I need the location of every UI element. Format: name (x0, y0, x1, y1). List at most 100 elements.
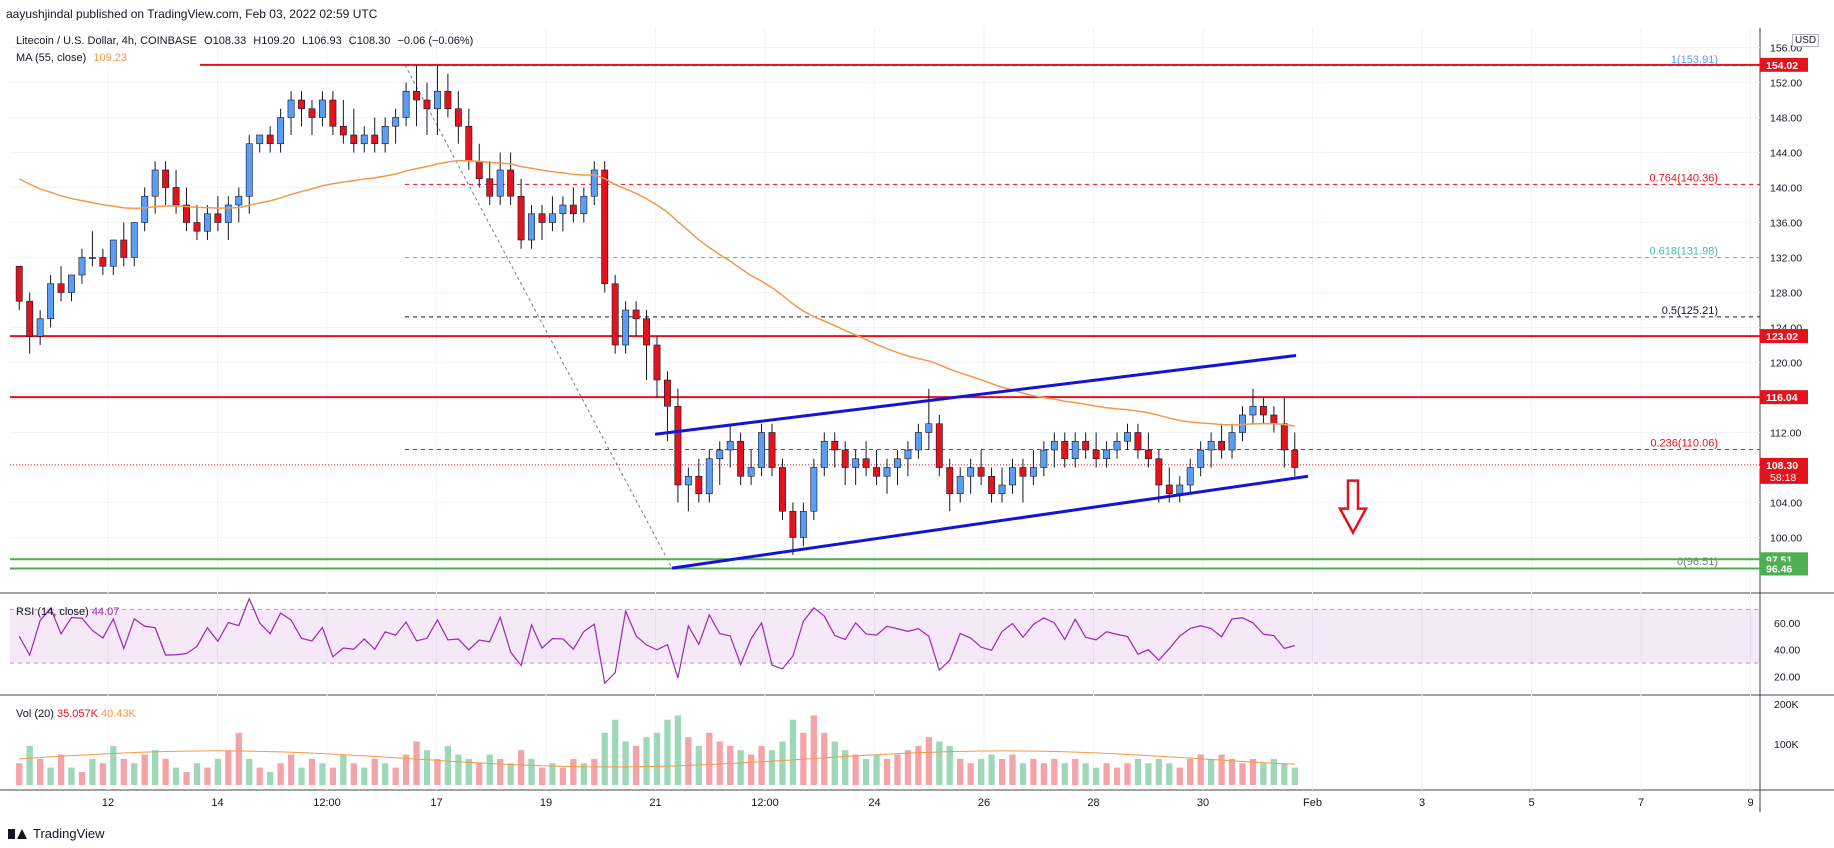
ohlc-high: H109.20 (253, 35, 295, 47)
candle-body (1249, 405, 1257, 416)
volume-bar (1187, 758, 1194, 785)
candle-body (235, 195, 243, 206)
vol-tick-label: 200K (1774, 699, 1799, 711)
candle-body (549, 213, 556, 223)
volume-bar (883, 758, 891, 785)
volume-bar (580, 763, 587, 785)
candle-body (1071, 440, 1079, 460)
volume-bar (277, 763, 284, 785)
volume-bar (1281, 763, 1288, 785)
candle-body (758, 432, 765, 468)
volume-bar (1291, 767, 1298, 785)
candle-body (967, 467, 975, 477)
volume-bar (235, 732, 242, 785)
candle-body (277, 117, 285, 145)
volume-bar (664, 719, 671, 785)
x-tick-label: 24 (868, 797, 880, 809)
volume-bar (1040, 763, 1047, 785)
x-tick-label: 12 (102, 797, 114, 809)
candle-body (569, 204, 577, 215)
volume-bar (1197, 754, 1204, 785)
price-tag-label: 116.04 (1766, 392, 1798, 404)
volume-bar (632, 745, 640, 785)
volume-bar (193, 763, 201, 785)
volume-bar (789, 719, 797, 785)
price-tag (1760, 329, 1808, 344)
volume-bar (1134, 758, 1142, 785)
volume-bar (936, 741, 943, 785)
volume-bar (507, 763, 514, 785)
ohlc-open: O108.33 (204, 35, 247, 47)
x-tick-label: 17 (430, 797, 442, 809)
candle-body (1019, 467, 1027, 477)
candle-body (580, 195, 588, 215)
candle-body (862, 458, 870, 468)
candle-body (831, 440, 839, 451)
brand-text: TradingView (33, 826, 105, 841)
candle-body (1155, 458, 1163, 486)
rsi-band (10, 609, 1760, 664)
candle-body (245, 143, 253, 197)
fib-diagonal (404, 64, 673, 569)
volume-bar (967, 763, 974, 785)
x-tick-label: 28 (1087, 797, 1099, 809)
rsi-tick-label: 60.00 (1774, 618, 1800, 630)
candle-body (737, 440, 745, 477)
volume-bar (925, 737, 932, 785)
volume-ma-line (19, 750, 1295, 768)
candle-body (1280, 423, 1288, 451)
volume-bar (559, 767, 567, 785)
x-tick-label: 14 (211, 797, 223, 809)
volume-bar (444, 745, 452, 785)
candle-body (810, 467, 818, 512)
fib-level-label: 0.618(131.98) (1650, 246, 1719, 258)
x-tick-label: 7 (1638, 797, 1644, 809)
candle-body (141, 195, 149, 223)
price-tag (1760, 457, 1808, 484)
candle-body (1218, 440, 1226, 451)
volume-bar (852, 754, 859, 785)
currency-label[interactable]: USD (1792, 34, 1820, 47)
candle-body (329, 99, 337, 127)
candle-body (1270, 414, 1278, 425)
candle-body (768, 432, 776, 468)
volume-bar (434, 758, 441, 785)
volume-bar (831, 741, 838, 785)
rsi-value: 44.07 (91, 606, 120, 618)
volume-bar (204, 767, 211, 785)
candle-body (559, 204, 567, 215)
candle-body (392, 117, 400, 127)
volume-bar (47, 767, 54, 785)
ma-line (18, 159, 1295, 427)
price-tag-countdown: 58:18 (1770, 472, 1796, 484)
candle-body (507, 169, 515, 197)
candle-body (820, 440, 828, 468)
volume-bar (26, 745, 33, 785)
vol-tick-label: 100K (1774, 739, 1799, 751)
volume-bar (89, 758, 96, 785)
candle-body (517, 195, 525, 241)
volume-bar (549, 763, 556, 785)
y-tick-label: 112.00 (1770, 428, 1801, 440)
candle-body (413, 90, 420, 101)
publisher-note: aayushjindal published on TradingView.co… (6, 7, 378, 21)
volume-bar (601, 732, 608, 785)
candle-body (1228, 432, 1236, 451)
x-tick-label: 12:00 (751, 797, 779, 809)
candle-body (47, 283, 55, 320)
volume-bar (350, 763, 357, 785)
candle-body (925, 423, 933, 433)
volume-bar (78, 771, 86, 785)
x-tick-label: 21 (649, 797, 661, 809)
candle-body (1040, 449, 1048, 468)
x-tick-label: 5 (1528, 797, 1534, 809)
y-tick-label: 144.00 (1770, 148, 1802, 160)
candle-body (99, 257, 107, 267)
volume-bar (267, 771, 274, 785)
ma-label: MA (55, close) (16, 52, 87, 64)
candle-body (726, 440, 734, 451)
candle-body (789, 510, 797, 538)
volume-bar (612, 719, 619, 785)
tradingview-brand[interactable]: TradingView (8, 826, 105, 841)
